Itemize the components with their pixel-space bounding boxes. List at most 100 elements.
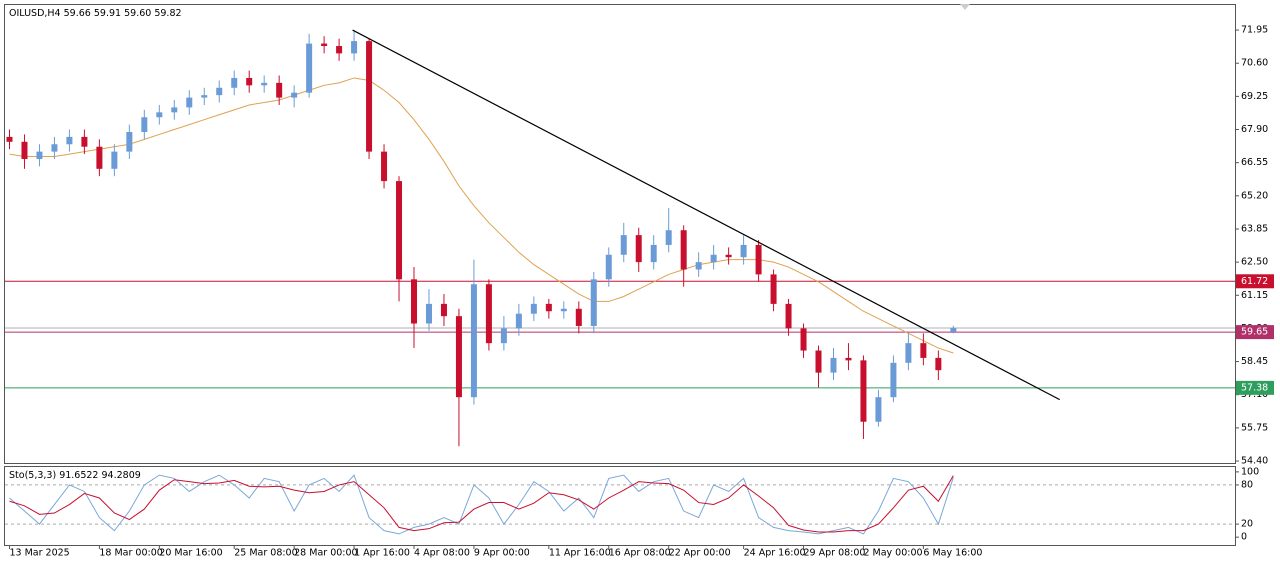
oscillator-name: Sto(5,3,3): [9, 470, 56, 481]
candle-body: [800, 328, 807, 351]
candle-body: [695, 262, 702, 270]
y-tick-label: 63.85: [1241, 223, 1268, 234]
candle-body: [890, 362, 897, 398]
y-tick-label: 65.20: [1241, 190, 1268, 201]
candle-body: [336, 46, 343, 54]
symbol-header: OILUSD,H4 59.66 59.91 59.60 59.82: [9, 8, 182, 19]
candle-body: [650, 244, 657, 263]
candle-body: [186, 97, 193, 108]
x-tick-label: 11 Apr 16:00: [549, 548, 611, 559]
price-label-bg: [1236, 380, 1274, 395]
candle-body: [815, 350, 822, 373]
candle-body: [425, 303, 432, 324]
price-label: 59.65: [1241, 327, 1268, 338]
candle-body: [351, 41, 358, 54]
candle-body: [665, 230, 672, 245]
candle-body: [306, 43, 313, 93]
candle-body: [111, 151, 118, 169]
y-tick-label: 100: [1241, 466, 1259, 477]
price-label: 61.72: [1241, 276, 1268, 287]
y-tick-label: 70.60: [1241, 58, 1268, 69]
candle-body: [81, 136, 88, 147]
candle-body: [830, 357, 837, 373]
x-tick-label: 24 Apr 16:00: [744, 548, 806, 559]
x-tick-label: 20 Mar 16:00: [159, 548, 222, 559]
signal-value: 94.2809: [102, 470, 141, 481]
candle-body: [66, 136, 73, 145]
candle-body: [396, 181, 403, 280]
candle-body: [455, 316, 462, 398]
candle-body: [635, 235, 642, 263]
y-tick-label: 66.55: [1241, 157, 1268, 168]
x-tick-label: 13 Mar 2025: [9, 548, 69, 559]
candle-body: [740, 244, 747, 258]
oscillator-line: [9, 474, 954, 535]
y-tick-label: 54.40: [1241, 456, 1268, 467]
candle-body: [156, 112, 163, 118]
x-tick-label: 25 Mar 08:00: [234, 548, 297, 559]
candle-body: [920, 343, 927, 358]
x-tick-label: 1 Apr 16:00: [354, 548, 410, 559]
candle-body: [725, 254, 732, 258]
x-tick-label: 6 May 16:00: [923, 548, 982, 559]
candle-body: [500, 328, 507, 344]
candle-body: [96, 146, 103, 169]
price-label-bg: [1236, 274, 1274, 289]
main-value: 91.6522: [59, 470, 98, 481]
candle-body: [201, 95, 208, 98]
candle-body: [216, 87, 223, 96]
candle-body: [485, 284, 492, 344]
candle-body: [680, 230, 687, 270]
candle-body: [381, 151, 388, 182]
candle-body: [575, 308, 582, 326]
candle-body: [126, 131, 133, 152]
oscillator-line: [9, 475, 954, 533]
candle-body: [291, 92, 298, 98]
shift-marker: [960, 4, 970, 10]
candle-body: [770, 274, 777, 304]
x-tick-label: 4 Apr 08:00: [414, 548, 470, 559]
candle-body: [231, 77, 238, 88]
y-tick-label: 69.25: [1241, 91, 1268, 102]
candle-body: [36, 151, 43, 159]
candle-body: [785, 303, 792, 329]
candle-body: [605, 254, 612, 280]
candle-body: [6, 136, 13, 142]
price-label-bg: [1236, 325, 1274, 340]
candle-body: [875, 397, 882, 422]
x-tick-label: 29 Apr 08:00: [804, 548, 866, 559]
high-label: 59.91: [94, 8, 121, 19]
low-label: 59.60: [124, 8, 151, 19]
candle-body: [440, 303, 447, 317]
candle-body: [470, 284, 477, 398]
candle-body: [276, 82, 283, 98]
candle-body: [710, 254, 717, 263]
candle-body: [366, 41, 373, 152]
x-tick-label: 16 Apr 08:00: [609, 548, 671, 559]
y-tick-label: 71.95: [1241, 25, 1268, 36]
candle-body: [246, 77, 253, 86]
y-tick-label: 62.50: [1241, 257, 1268, 268]
x-tick-label: 28 Mar 00:00: [294, 548, 357, 559]
candle-body: [620, 235, 627, 255]
candle-body: [755, 244, 762, 275]
x-tick-label: 18 Mar 00:00: [99, 548, 162, 559]
y-tick-label: 20: [1241, 519, 1253, 530]
candle-body: [515, 313, 522, 329]
candle-body: [860, 360, 867, 422]
x-tick-label: 9 Apr 00:00: [474, 548, 530, 559]
y-tick-label: 58.45: [1241, 356, 1268, 367]
symbol: OILUSD,H4: [9, 8, 61, 19]
y-tick-label: 67.90: [1241, 124, 1268, 135]
candle-body: [141, 117, 148, 132]
oscillator-header: Sto(5,3,3) 91.6522 94.2809: [9, 470, 141, 481]
price-label: 57.38: [1241, 382, 1268, 393]
candle-body: [261, 82, 268, 86]
main-panel-frame: [4, 4, 1236, 464]
y-tick-label: 61.15: [1241, 290, 1268, 301]
candle-body: [321, 43, 328, 47]
moving-average: [9, 77, 954, 354]
candle-body: [590, 279, 597, 326]
